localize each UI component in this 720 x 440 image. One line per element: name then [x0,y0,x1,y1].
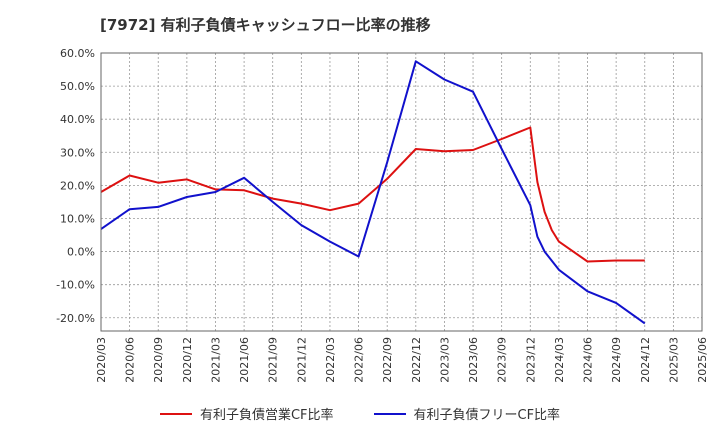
legend-swatch-blue [373,412,406,415]
legend-label-free-cf: 有利子負債フリーCF比率 [413,408,561,423]
x-tick-label: 2024/03 [553,337,566,383]
x-tick-label: 2022/12 [410,337,423,383]
legend-swatch-red [159,412,192,415]
x-tick-label: 2021/06 [238,337,251,383]
y-tick-label: 20.0% [60,179,95,192]
grid-lines [101,52,702,331]
x-tick-label: 2021/12 [295,337,308,383]
y-tick-label: 0.0% [67,246,95,259]
legend: 有利子負債営業CF比率 有利子負債フリーCF比率 [0,404,720,423]
x-tick-label: 2024/09 [610,337,623,383]
x-tick-label: 2022/03 [324,337,337,383]
series-line-free-cf [100,60,646,325]
x-tick-label: 2025/06 [696,337,709,383]
x-tick-label: 2024/06 [582,337,595,383]
x-tick-label: 2023/06 [467,337,480,383]
series-line-operating-cf [100,126,645,263]
x-tick-label: 2024/12 [639,337,652,383]
y-tick-label: 50.0% [60,80,95,93]
x-tick-label: 2021/09 [267,337,280,383]
x-tick-label: 2021/03 [209,337,222,383]
x-tick-label: 2025/03 [667,337,680,383]
x-tick-label: 2023/09 [496,337,509,383]
x-tick-label: 2023/03 [438,337,451,383]
x-tick-label: 2023/12 [524,337,537,383]
y-tick-label: 40.0% [60,113,95,126]
y-axis-ticks: 60.0% 50.0% 40.0% 30.0% 20.0% 10.0% 0.0% -10.0%… [56,47,95,325]
x-tick-label: 2020/09 [152,337,165,383]
series-lines [100,60,646,325]
y-tick-label: -20.0% [56,312,95,325]
plot-frame [100,52,703,332]
x-tick-label: 2020/12 [181,337,194,383]
y-tick-label: 30.0% [60,146,95,159]
y-tick-label: 60.0% [60,47,95,60]
legend-item-operating-cf: 有利子負債営業CF比率 [159,404,334,423]
x-tick-label: 2020/03 [95,337,108,383]
legend-label-operating-cf: 有利子負債営業CF比率 [199,408,334,423]
legend-item-free-cf: 有利子負債フリーCF比率 [373,404,561,423]
chart-title: [7972] 有利子負債キャッシュフロー比率の推移 [100,16,431,34]
x-tick-label: 2022/09 [381,337,394,383]
y-tick-label: 10.0% [60,212,95,225]
x-axis-ticks: 2020/03 2020/06 2020/09 2020/12 2021/03 2021/… [95,337,709,383]
y-tick-label: -10.0% [56,279,95,292]
x-tick-label: 2020/06 [124,337,137,383]
x-tick-label: 2022/06 [353,337,366,383]
